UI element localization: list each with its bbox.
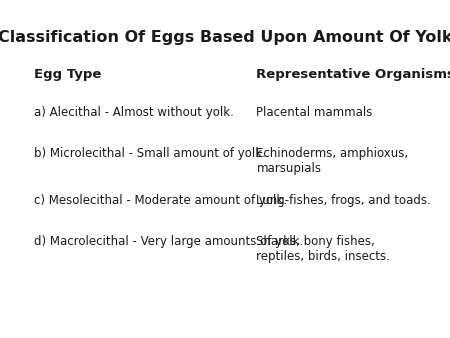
Text: c) Mesolecithal - Moderate amount of yolk.: c) Mesolecithal - Moderate amount of yol… xyxy=(34,194,287,207)
Text: Echinoderms, amphioxus,
marsupials: Echinoderms, amphioxus, marsupials xyxy=(256,147,409,175)
Text: Sharks, bony fishes,
reptiles, birds, insects.: Sharks, bony fishes, reptiles, birds, in… xyxy=(256,235,391,263)
Text: Lung-fishes, frogs, and toads.: Lung-fishes, frogs, and toads. xyxy=(256,194,431,207)
Text: Placental mammals: Placental mammals xyxy=(256,106,373,119)
Text: Representative Organisms: Representative Organisms xyxy=(256,68,450,80)
Text: Egg Type: Egg Type xyxy=(34,68,101,80)
Text: b) Microlecithal - Small amount of yolk.: b) Microlecithal - Small amount of yolk. xyxy=(34,147,266,160)
Text: Classification Of Eggs Based Upon Amount Of Yolk: Classification Of Eggs Based Upon Amount… xyxy=(0,30,450,45)
Text: d) Macrolecithal - Very large amounts of yolk.: d) Macrolecithal - Very large amounts of… xyxy=(34,235,303,248)
Text: a) Alecithal - Almost without yolk.: a) Alecithal - Almost without yolk. xyxy=(34,106,234,119)
